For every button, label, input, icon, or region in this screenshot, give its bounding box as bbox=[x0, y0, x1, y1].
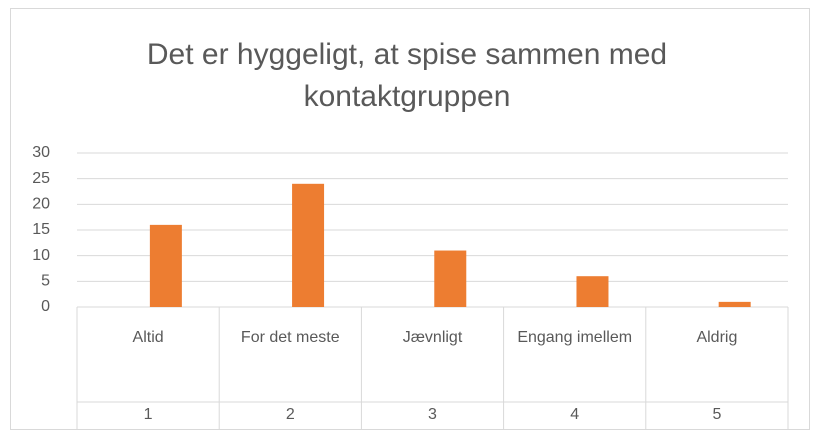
x-group-label: 1 bbox=[144, 406, 153, 423]
bar bbox=[718, 301, 751, 307]
x-tick-label: Aldrig bbox=[696, 329, 738, 346]
x-tick-label: For det meste bbox=[240, 329, 340, 346]
x-group-label: 2 bbox=[286, 406, 295, 423]
x-group-label: 5 bbox=[712, 406, 721, 423]
y-tick-label: 5 bbox=[41, 273, 50, 290]
y-tick-label: 0 bbox=[41, 298, 50, 315]
x-tick-label: Altid bbox=[132, 329, 164, 346]
y-tick-label: 15 bbox=[32, 221, 50, 238]
chart-border bbox=[10, 8, 810, 430]
y-tick-label: 10 bbox=[32, 247, 50, 264]
y-tick-label: 30 bbox=[32, 144, 50, 161]
x-tick-label: Jævnligt bbox=[402, 329, 463, 346]
bar bbox=[576, 276, 609, 307]
x-group-label: 3 bbox=[428, 406, 437, 423]
bar bbox=[149, 224, 182, 307]
x-group-label: 4 bbox=[570, 406, 579, 423]
y-tick-label: 20 bbox=[32, 196, 50, 213]
chart-title: Det er hyggeligt, at spise sammen med ko… bbox=[146, 38, 668, 113]
x-tick-label: Engang imellem bbox=[517, 329, 633, 346]
y-tick-label: 25 bbox=[32, 170, 50, 187]
bar bbox=[434, 250, 467, 307]
bar bbox=[292, 183, 325, 307]
